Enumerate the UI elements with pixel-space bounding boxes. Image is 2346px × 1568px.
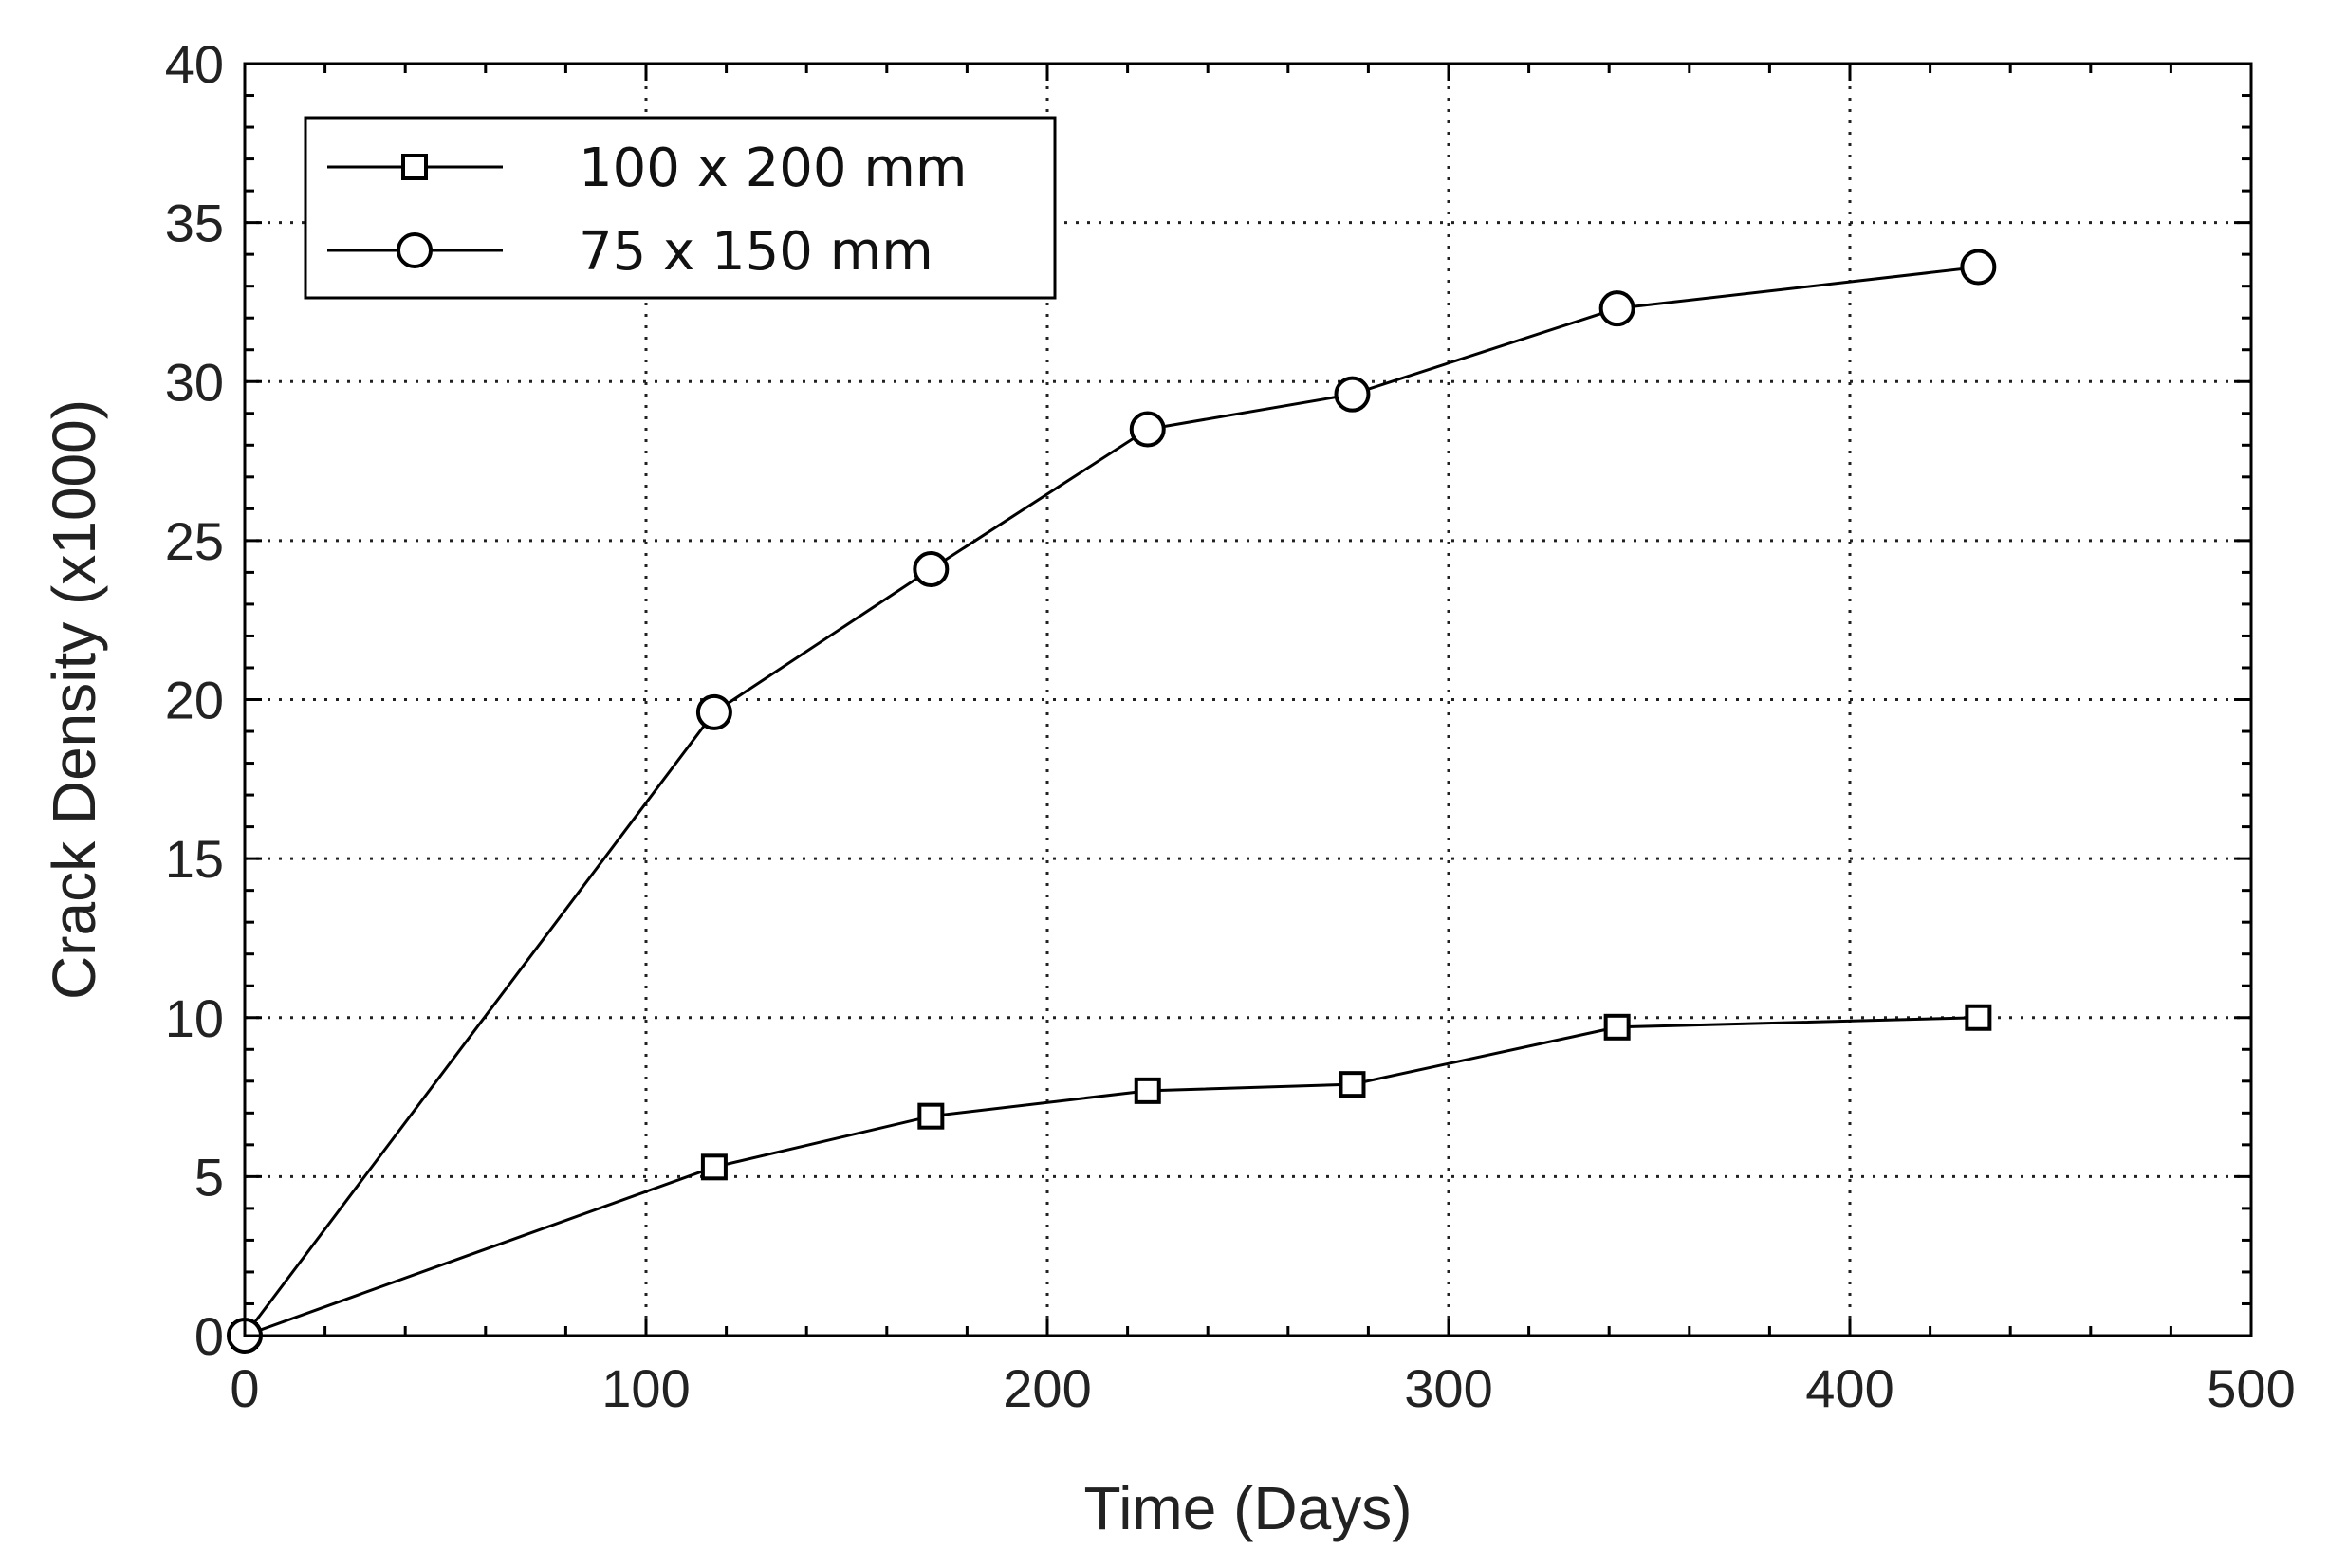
data-point-square (1339, 1071, 1366, 1098)
x-tick-label: 300 (1404, 1358, 1492, 1418)
data-point-square (917, 1102, 945, 1130)
y-tick-label: 30 (165, 352, 224, 412)
y-tick-label: 40 (165, 34, 224, 94)
legend-marker-square (401, 154, 428, 180)
x-tick-labels: 0 100 200 300 400 500 (230, 1358, 2295, 1418)
data-point-circle (1334, 376, 1371, 413)
x-tick-label: 500 (2207, 1358, 2295, 1418)
data-point-circle (695, 693, 732, 730)
y-tick-label: 15 (165, 829, 224, 889)
data-point-square (700, 1153, 728, 1181)
series-1 (227, 249, 1997, 1354)
y-axis-title: Crack Density (x1000) (40, 399, 108, 1000)
y-tick-label: 0 (194, 1306, 224, 1366)
plot-area-frame (243, 62, 2253, 1337)
y-tick-label: 35 (165, 194, 224, 253)
data-point-circle (913, 551, 950, 588)
y-tick-labels: 0 5 10 15 20 25 30 35 40 (165, 34, 224, 1366)
series-layer (227, 249, 1997, 1354)
x-tick-label: 100 (601, 1358, 690, 1418)
x-tick-label: 200 (1003, 1358, 1091, 1418)
data-point-circle (1960, 249, 1997, 286)
grid (245, 64, 2251, 1336)
legend-box (304, 116, 1057, 300)
x-tick-label: 400 (1805, 1358, 1893, 1418)
legend-label: 75 x 150 mm (579, 221, 933, 283)
x-axis-title: Time (Days) (1083, 1474, 1412, 1542)
data-point-circle (1598, 290, 1635, 327)
x-tick-label: 0 (230, 1358, 259, 1418)
legend: 100 x 200 mm 75 x 150 mm (304, 116, 1057, 300)
y-tick-label: 25 (165, 511, 224, 571)
y-tick-label: 5 (194, 1147, 224, 1207)
data-point-square (1603, 1013, 1631, 1041)
y-tick-label: 10 (165, 988, 224, 1048)
legend-label: 100 x 200 mm (579, 138, 967, 199)
data-point-circle (1129, 411, 1166, 448)
data-point-square (1134, 1077, 1161, 1104)
legend-marker-circle (397, 232, 433, 268)
data-point-square (1965, 1004, 1992, 1031)
y-tick-label: 20 (165, 671, 224, 730)
